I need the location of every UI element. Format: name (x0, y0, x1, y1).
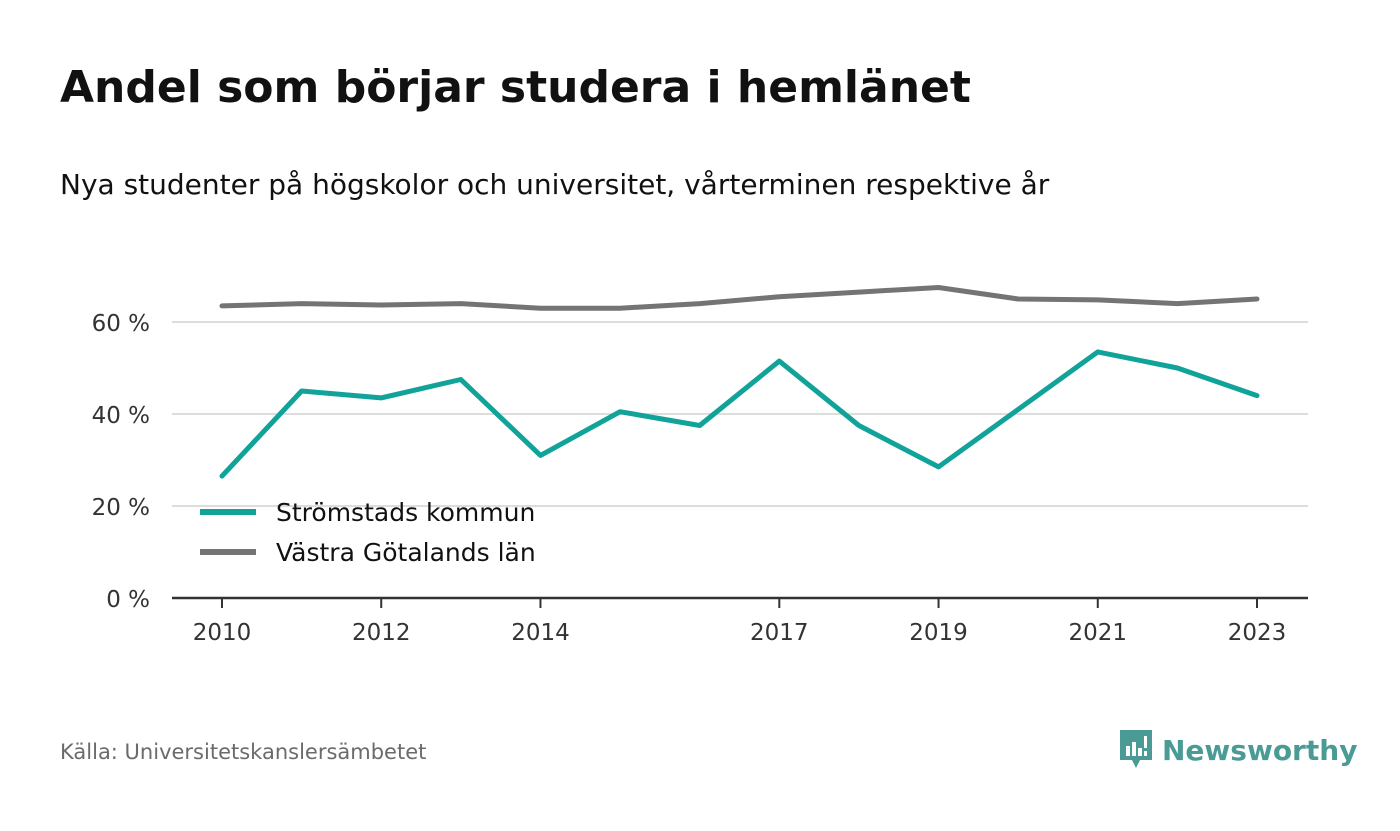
series-layer (219, 285, 1260, 479)
legend-label-1: Strömstads kommun (276, 498, 535, 527)
x-tick-label: 2019 (909, 620, 968, 646)
x-tick-label: 2017 (750, 620, 809, 646)
chart-subtitle: Nya studenter på högskolor och universit… (60, 168, 1050, 201)
axis-layer: 0 % 20 % 40 % 60 % 2010 2012 2014 2017 2019 2021 2… (92, 311, 1308, 646)
x-tick-label: 2023 (1228, 620, 1287, 646)
y-tick-label: 60 % (92, 311, 150, 337)
y-tick-label: 0 % (106, 587, 150, 613)
legend: Strömstads kommun Västra Götalands län (200, 498, 536, 567)
newsworthy-logo-icon (1120, 730, 1152, 768)
x-tick-label: 2010 (193, 620, 252, 646)
x-tick-label: 2014 (511, 620, 570, 646)
x-tick-label: 2021 (1068, 620, 1127, 646)
legend-label-2: Västra Götalands län (276, 538, 536, 567)
series-line-2 (219, 285, 1260, 311)
y-tick-label: 20 % (92, 495, 150, 521)
brand-logo: Newsworthy (1118, 728, 1357, 772)
chart-title: Andel som börjar studera i hemlänet (60, 62, 971, 113)
grid-layer (172, 321, 1308, 507)
source-note: Källa: Universitetskanslersämbetet (60, 740, 427, 764)
y-tick-label: 40 % (92, 403, 150, 429)
series-line-1 (219, 349, 1260, 479)
brand-name: Newsworthy (1162, 733, 1358, 767)
x-tick-label: 2012 (352, 620, 411, 646)
